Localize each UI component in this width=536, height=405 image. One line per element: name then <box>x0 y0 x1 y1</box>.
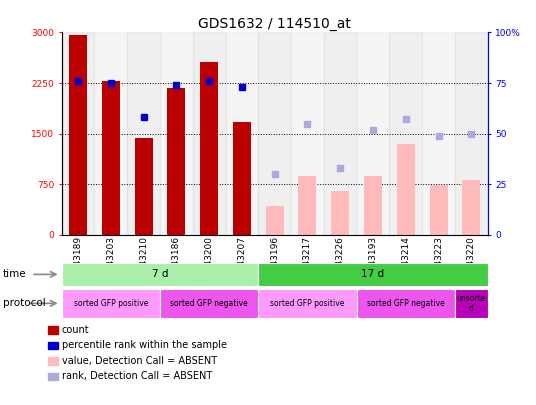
Text: sorted GFP negative: sorted GFP negative <box>170 299 248 308</box>
Bar <box>422 32 455 235</box>
Text: rank, Detection Call = ABSENT: rank, Detection Call = ABSENT <box>62 371 212 381</box>
Title: GDS1632 / 114510_at: GDS1632 / 114510_at <box>198 17 351 31</box>
Bar <box>127 32 160 235</box>
Bar <box>200 62 218 235</box>
Bar <box>364 176 382 235</box>
Bar <box>429 185 448 235</box>
Bar <box>324 32 356 235</box>
Bar <box>102 81 120 235</box>
Text: 17 d: 17 d <box>361 269 385 279</box>
Bar <box>258 32 291 235</box>
Bar <box>299 176 316 235</box>
Text: 7 d: 7 d <box>152 269 168 279</box>
Bar <box>266 206 284 235</box>
Text: sorted GFP positive: sorted GFP positive <box>270 299 345 308</box>
Text: value, Detection Call = ABSENT: value, Detection Call = ABSENT <box>62 356 217 366</box>
Text: unsorte
d: unsorte d <box>457 294 486 313</box>
Text: percentile rank within the sample: percentile rank within the sample <box>62 341 227 350</box>
Bar <box>160 32 193 235</box>
Bar <box>356 32 390 235</box>
Bar <box>193 32 226 235</box>
Bar <box>226 32 258 235</box>
Bar <box>94 32 127 235</box>
Bar <box>233 122 251 235</box>
Bar <box>463 180 480 235</box>
Bar <box>455 32 488 235</box>
Bar <box>390 32 422 235</box>
Bar <box>167 88 185 235</box>
Text: sorted GFP negative: sorted GFP negative <box>367 299 445 308</box>
Bar <box>397 144 415 235</box>
Bar <box>331 191 349 235</box>
Bar <box>69 35 87 235</box>
Bar <box>291 32 324 235</box>
Text: sorted GFP positive: sorted GFP positive <box>73 299 148 308</box>
Text: count: count <box>62 325 90 335</box>
Bar <box>135 139 153 235</box>
Text: protocol: protocol <box>3 298 46 308</box>
Bar <box>62 32 94 235</box>
Text: time: time <box>3 269 26 279</box>
